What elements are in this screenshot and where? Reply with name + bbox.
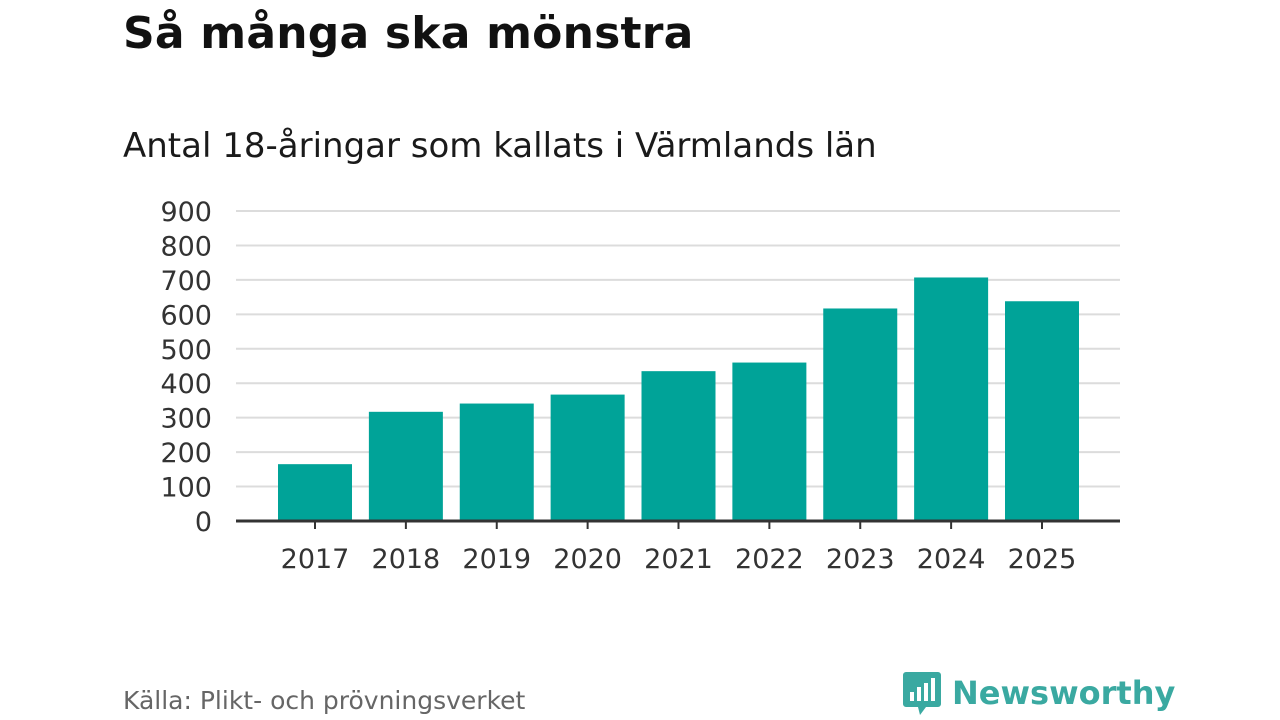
y-tick-label: 400 [160,369,212,400]
x-tick-label: 2019 [462,544,531,575]
bar-2021 [641,371,716,521]
bar-2024 [914,277,989,521]
chart-title: Så många ska mönstra [123,8,694,59]
y-tick-label: 600 [160,300,212,331]
x-tick-label: 2025 [1008,544,1077,575]
y-tick-label: 300 [160,404,212,435]
source-note: Källa: Plikt- och prövningsverket [123,686,526,715]
bar-2025 [1005,301,1079,521]
bar-2023 [823,308,898,521]
x-tick-label: 2020 [553,544,622,575]
x-tick-label: 2022 [735,544,804,575]
bar-2019 [459,403,534,521]
x-tick-label: 2024 [917,544,986,575]
chart-subtitle: Antal 18-åringar som kallats i Värmlands… [123,126,877,166]
y-tick-label: 200 [160,438,212,469]
x-tick-label: 2017 [281,544,350,575]
bar-2018 [368,411,443,521]
brand-name: Newsworthy [952,674,1176,712]
newsworthy-logo-icon [903,672,941,715]
y-tick-label: 500 [160,335,212,366]
x-tick-label: 2023 [826,544,895,575]
brand-logo[interactable]: Newsworthy [902,670,1175,716]
y-tick-label: 700 [160,266,212,297]
y-tick-label: 0 [195,507,212,538]
y-tick-label: 100 [160,473,212,504]
y-tick-label: 900 [160,197,212,228]
bar-2022 [732,362,807,521]
bar-2017 [278,464,352,521]
x-tick-label: 2021 [644,544,713,575]
y-tick-label: 800 [160,231,212,262]
x-tick-label: 2018 [372,544,441,575]
bar-2020 [550,394,625,521]
